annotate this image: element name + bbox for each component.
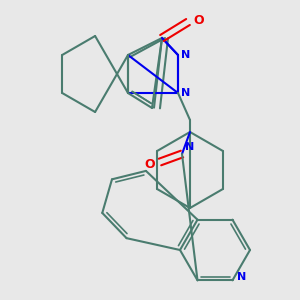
Text: N: N [185, 142, 195, 152]
Text: N: N [181, 50, 190, 60]
Text: N: N [181, 88, 190, 98]
Text: O: O [144, 158, 155, 170]
Text: N: N [238, 272, 247, 282]
Text: O: O [193, 14, 204, 26]
